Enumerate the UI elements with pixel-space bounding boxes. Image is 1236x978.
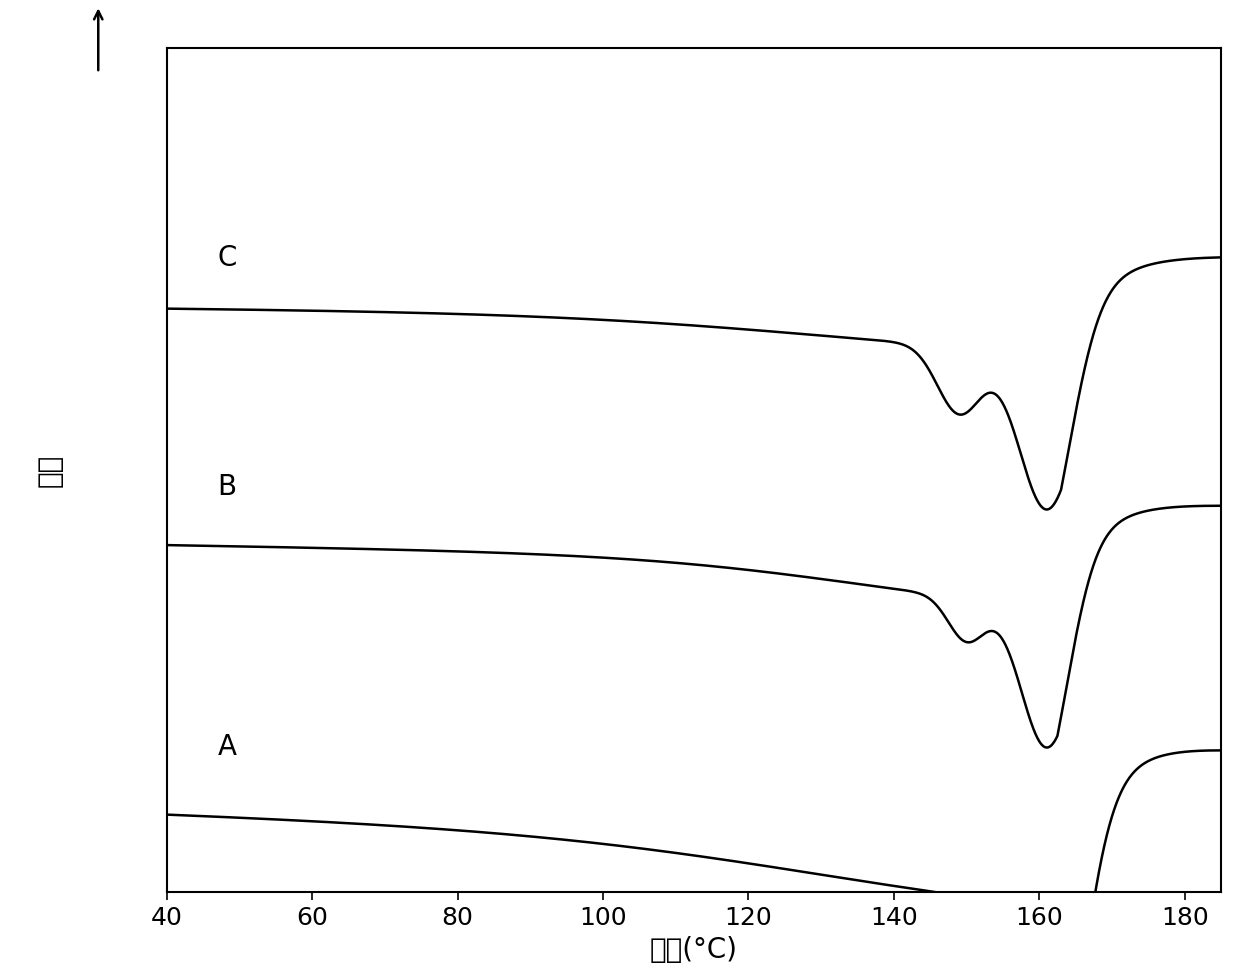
Text: A: A: [218, 733, 236, 760]
X-axis label: 温度(°C): 温度(°C): [650, 935, 738, 963]
Text: B: B: [218, 472, 237, 500]
Text: C: C: [218, 244, 237, 272]
Text: 放热: 放热: [36, 453, 63, 486]
